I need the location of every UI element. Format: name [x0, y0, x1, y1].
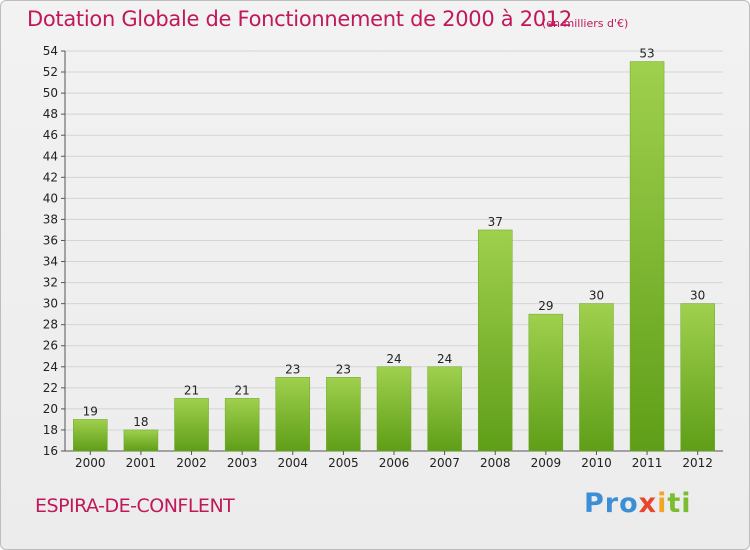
logo-part-1: Pro — [584, 488, 639, 519]
bar-value-label: 21 — [235, 383, 250, 397]
x-tick-label: 2002 — [176, 456, 207, 470]
bar — [629, 61, 665, 452]
bar — [477, 229, 513, 452]
y-tick-label: 22 — [43, 381, 58, 395]
x-tick-label: 2007 — [429, 456, 460, 470]
y-tick-label: 52 — [43, 65, 58, 79]
chart-title: Dotation Globale de Fonctionnement de 20… — [27, 7, 572, 31]
y-tick-label: 16 — [43, 444, 58, 458]
y-tick-label: 38 — [43, 212, 58, 226]
x-tick-label: 2005 — [328, 456, 359, 470]
bar-value-label: 53 — [639, 47, 654, 61]
bar — [73, 419, 108, 452]
bar-value-label: 30 — [690, 289, 705, 303]
bar-value-label: 29 — [538, 299, 553, 313]
bar — [680, 303, 715, 452]
y-tick-label: 50 — [43, 86, 58, 100]
bar-value-label: 23 — [285, 362, 300, 376]
bar — [123, 429, 159, 452]
y-tick-label: 18 — [43, 423, 58, 437]
y-tick-label: 34 — [43, 255, 58, 269]
bar-value-label: 19 — [83, 404, 98, 418]
y-tick-label: 44 — [43, 149, 58, 163]
x-tick-label: 2003 — [227, 456, 258, 470]
logo-part-3: i — [657, 488, 668, 519]
y-tick-label: 28 — [43, 318, 58, 332]
bar-value-label: 21 — [184, 383, 199, 397]
bar-value-label: 24 — [386, 352, 401, 366]
bar — [579, 303, 614, 452]
x-tick-label: 2008 — [480, 456, 511, 470]
y-tick-label: 32 — [43, 276, 58, 290]
bar-value-label: 30 — [589, 289, 604, 303]
x-tick-label: 2000 — [75, 456, 106, 470]
y-tick-label: 24 — [43, 360, 58, 374]
y-tick-label: 42 — [43, 170, 58, 184]
bar-value-label: 18 — [133, 415, 148, 429]
bar — [376, 366, 412, 452]
logo-part-4: ti — [667, 488, 692, 519]
chart-subtitle: (en milliers d'€) — [542, 17, 629, 30]
y-tick-label: 46 — [43, 128, 58, 142]
proxiti-logo[interactable]: Proxiti — [584, 488, 692, 519]
y-tick-label: 48 — [43, 107, 58, 121]
bar — [326, 377, 361, 452]
logo-part-2: x — [638, 488, 658, 519]
x-tick-label: 2006 — [379, 456, 410, 470]
x-tick-label: 2012 — [682, 456, 713, 470]
y-tick-label: 20 — [43, 402, 58, 416]
bar — [528, 313, 564, 452]
x-tick-label: 2011 — [632, 456, 663, 470]
bar-value-label: 37 — [488, 215, 503, 229]
bar-value-label: 24 — [437, 352, 452, 366]
y-tick-label: 54 — [43, 44, 58, 58]
commune-name: ESPIRA-DE-CONFLENT — [35, 495, 235, 517]
bar — [275, 377, 311, 452]
bar — [427, 366, 462, 452]
bar — [174, 398, 209, 452]
y-tick-label: 40 — [43, 191, 58, 205]
x-tick-label: 2009 — [531, 456, 562, 470]
x-tick-label: 2001 — [126, 456, 157, 470]
x-tick-label: 2010 — [581, 456, 612, 470]
y-tick-label: 30 — [43, 297, 58, 311]
y-tick-label: 26 — [43, 339, 58, 353]
x-tick-label: 2004 — [277, 456, 308, 470]
y-tick-label: 36 — [43, 233, 58, 247]
bar — [224, 398, 260, 452]
bar-value-label: 23 — [336, 362, 351, 376]
